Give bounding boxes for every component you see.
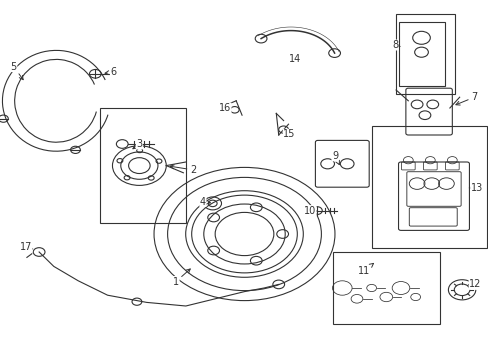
Text: 6: 6 [105,67,116,77]
Text: 13: 13 [468,183,482,193]
Text: 5: 5 [11,62,23,80]
Text: 17: 17 [20,242,33,252]
Bar [398,22,444,86]
Text: 10: 10 [303,206,316,216]
Bar [100,108,185,223]
Bar [371,126,486,248]
Text: 12: 12 [468,279,481,289]
Text: 2: 2 [170,165,196,175]
Text: 8: 8 [391,40,399,50]
Bar [332,252,439,324]
Text: 4: 4 [200,197,210,207]
Text: 9: 9 [331,151,339,165]
Text: 14: 14 [288,54,301,64]
Text: 3: 3 [133,139,142,149]
Text: 11: 11 [357,264,373,276]
Text: 16: 16 [218,103,231,113]
Text: 7: 7 [455,92,476,105]
Bar [395,14,454,94]
Text: 1: 1 [173,269,190,287]
Text: 15: 15 [283,129,295,139]
